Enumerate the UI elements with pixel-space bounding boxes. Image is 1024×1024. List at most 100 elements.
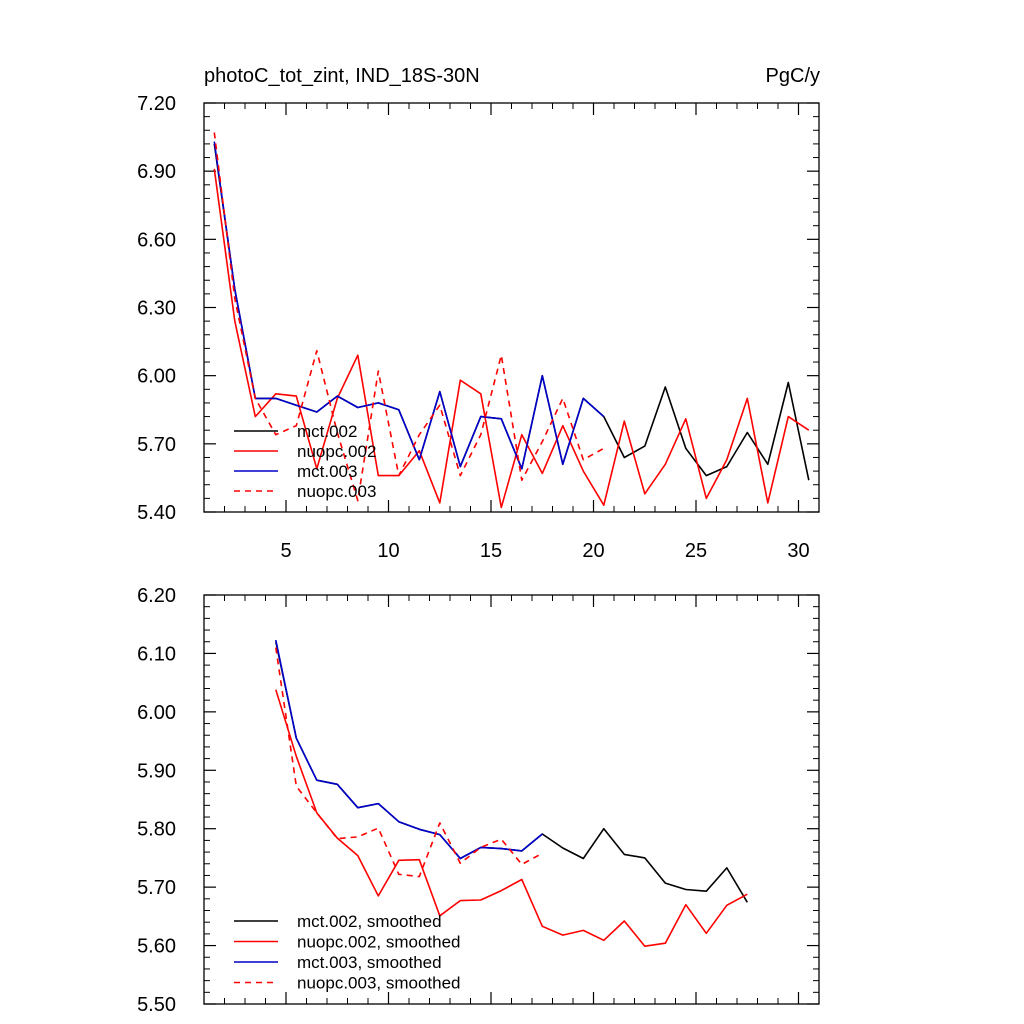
data-point-nuopc-003 — [541, 440, 544, 443]
data-point-nuopc-002 — [254, 415, 257, 418]
data-point-mct-003 — [397, 408, 400, 411]
data-point-mct-002-smoothed — [623, 853, 626, 856]
data-point-nuopc-002-smoothed — [684, 903, 687, 906]
data-point-mct-002 — [787, 381, 790, 384]
data-point-mct-003-smoothed — [274, 638, 277, 641]
x-tick-label: 10 — [377, 540, 399, 562]
data-point-nuopc-003-smoothed — [377, 827, 380, 830]
data-point-nuopc-002 — [520, 433, 523, 436]
legend-label: nuopc.002 — [297, 442, 376, 461]
data-point-mct-003 — [274, 397, 277, 400]
data-point-nuopc-002 — [500, 506, 503, 509]
data-point-mct-003-smoothed — [336, 783, 339, 786]
data-point-nuopc-002-smoothed — [418, 858, 421, 861]
y-tick-label: 6.00 — [137, 366, 176, 388]
series-line-mct-003 — [213, 141, 605, 470]
data-point-nuopc-003 — [418, 433, 421, 436]
data-point-nuopc-002-smoothed — [746, 893, 749, 896]
y-tick-label: 7.20 — [137, 93, 176, 115]
data-point-mct-003 — [459, 465, 462, 468]
data-point-mct-003-smoothed — [356, 806, 359, 809]
chart-units: PgC/y — [766, 65, 820, 87]
data-point-nuopc-002-smoothed — [520, 878, 523, 881]
data-point-mct-003-smoothed — [541, 832, 544, 835]
data-point-nuopc-002-smoothed — [500, 889, 503, 892]
data-point-mct-002 — [643, 445, 646, 448]
data-point-mct-003-smoothed — [377, 802, 380, 805]
data-point-mct-002 — [664, 385, 667, 388]
series-line-nuopc-003-smoothed — [275, 647, 543, 878]
data-point-nuopc-003-smoothed — [459, 862, 462, 865]
data-point-mct-002-smoothed — [582, 857, 585, 860]
series-line-nuopc-003 — [213, 132, 605, 502]
data-point-mct-003-smoothed — [295, 737, 298, 740]
data-point-nuopc-003-smoothed — [500, 838, 503, 841]
data-point-mct-002-smoothed — [643, 856, 646, 859]
legend-label: mct.003 — [297, 462, 357, 481]
data-point-nuopc-002 — [418, 449, 421, 452]
x-tick-label: 30 — [787, 540, 809, 562]
data-point-nuopc-002 — [438, 501, 441, 504]
data-point-nuopc-002 — [541, 472, 544, 475]
data-point-mct-002 — [746, 431, 749, 434]
y-tick-label: 6.90 — [137, 161, 176, 183]
data-point-mct-003 — [500, 417, 503, 420]
data-point-nuopc-003-smoothed — [418, 875, 421, 878]
data-point-nuopc-002 — [787, 415, 790, 418]
y-tick-label: 6.10 — [137, 643, 176, 665]
data-point-nuopc-003-smoothed — [397, 873, 400, 876]
series-line-nuopc-002-smoothed — [275, 689, 748, 948]
data-point-nuopc-003-smoothed — [479, 846, 482, 849]
data-point-mct-003 — [336, 395, 339, 398]
data-point-mct-003-smoothed — [315, 779, 318, 782]
data-point-nuopc-002 — [479, 392, 482, 395]
data-point-mct-003 — [356, 406, 359, 409]
data-point-nuopc-003 — [561, 397, 564, 400]
data-point-nuopc-002 — [233, 320, 236, 323]
data-point-nuopc-003 — [520, 479, 523, 482]
data-point-mct-002 — [725, 465, 728, 468]
data-point-nuopc-003 — [233, 297, 236, 300]
data-point-mct-002-smoothed — [725, 866, 728, 869]
data-point-nuopc-002-smoothed — [459, 899, 462, 902]
data-point-mct-002 — [705, 474, 708, 477]
data-point-nuopc-002 — [459, 379, 462, 382]
data-point-nuopc-003 — [500, 354, 503, 357]
y-tick-label: 5.50 — [137, 994, 176, 1016]
data-point-nuopc-002 — [725, 458, 728, 461]
data-point-nuopc-002-smoothed — [664, 942, 667, 945]
legend-label: mct.003, smoothed — [297, 953, 442, 972]
data-point-nuopc-003 — [479, 433, 482, 436]
data-point-nuopc-003-smoothed — [356, 835, 359, 838]
data-point-nuopc-003 — [459, 474, 462, 477]
data-point-nuopc-003 — [315, 349, 318, 352]
data-point-mct-003-smoothed — [520, 849, 523, 852]
data-point-mct-002 — [807, 479, 810, 482]
data-point-mct-003-smoothed — [397, 820, 400, 823]
legend: mct.002, smoothed nuopc.002, smoothedmct.… — [234, 912, 461, 993]
y-tick-label: 5.80 — [137, 819, 176, 841]
data-point-mct-003 — [295, 404, 298, 407]
y-tick-label: 5.70 — [137, 434, 176, 456]
data-point-nuopc-003 — [377, 370, 380, 373]
data-point-mct-002-smoothed — [602, 827, 605, 830]
data-point-nuopc-003-smoothed — [295, 785, 298, 788]
legend-label: nuopc.003, smoothed — [297, 974, 461, 993]
data-point-nuopc-003 — [582, 458, 585, 461]
data-point-mct-003 — [561, 463, 564, 466]
data-point-nuopc-002 — [356, 354, 359, 357]
data-point-nuopc-003-smoothed — [541, 852, 544, 855]
y-tick-label: 6.30 — [137, 298, 176, 320]
series-line-mct-003-smoothed — [275, 639, 543, 860]
y-tick-label: 5.40 — [137, 502, 176, 524]
data-point-mct-003-smoothed — [418, 828, 421, 831]
y-tick-label: 5.90 — [137, 760, 176, 782]
data-point-nuopc-002-smoothed — [479, 898, 482, 901]
data-point-nuopc-003 — [397, 474, 400, 477]
data-point-mct-002-smoothed — [684, 888, 687, 891]
data-point-nuopc-003-smoothed — [438, 821, 441, 824]
legend-label: mct.002, smoothed — [297, 912, 442, 931]
data-point-mct-003 — [479, 415, 482, 418]
